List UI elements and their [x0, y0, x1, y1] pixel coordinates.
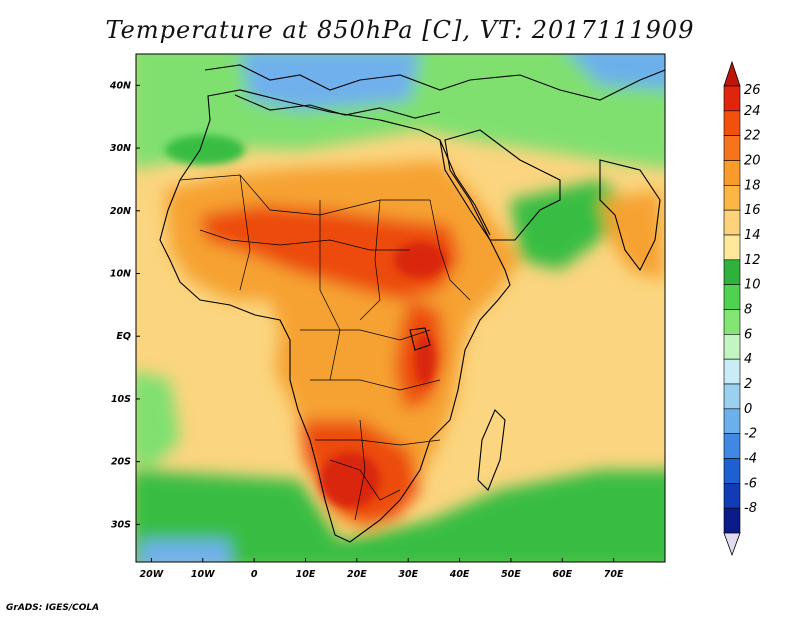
colorbar-label: 0: [744, 402, 752, 417]
colorbar-swatch: [723, 259, 741, 285]
x-tick-label: 70E: [604, 569, 624, 580]
x-tick-label: 10E: [296, 569, 316, 580]
colorbar-label: 2: [744, 377, 752, 392]
colorbar-swatch: [723, 483, 741, 509]
hot-spot-lakes: [415, 334, 435, 386]
colorbar-label: -8: [744, 501, 757, 516]
grads-credit: GrADS: IGES/COLA: [6, 603, 100, 613]
colorbar-label: 8: [744, 303, 752, 318]
colorbar-swatch: [723, 408, 741, 434]
south-ocean-green: [136, 470, 665, 562]
colorbar-swatch: [723, 358, 741, 385]
colorbar-label: 20: [744, 154, 761, 169]
colorbar-label: 10: [744, 278, 761, 293]
mediterranean-coastline: [234, 94, 441, 119]
colorbar-bottom-arrow: [723, 532, 741, 557]
arabia-coastline: [444, 129, 561, 241]
x-tick-label: 60E: [552, 569, 572, 580]
colorbar-label: 26: [744, 83, 761, 98]
europe-coastline: [204, 64, 665, 101]
colorbar-swatch: [723, 334, 741, 360]
colorbar-swatch: [723, 309, 741, 335]
colorbar-swatch: [723, 458, 741, 484]
colorbar-swatch: [723, 209, 741, 236]
y-tick-label: 30N: [110, 143, 131, 154]
x-tick-label: 30E: [398, 569, 418, 580]
colorbar-swatch: [723, 507, 741, 534]
lake-victoria-outline: [409, 327, 431, 351]
x-tick-label: 0: [251, 569, 258, 580]
colorbar-label: 12: [744, 253, 761, 268]
red-sea-coastline: [439, 139, 491, 236]
y-tick-label: EQ: [116, 331, 131, 342]
europe-cold-zone: [240, 54, 420, 110]
colorbar-label: 14: [744, 228, 761, 243]
x-axis: 20W 10W 0 10E 20E 30E 40E 50E 60E 70E: [140, 558, 624, 580]
colorbar-label: -6: [744, 476, 757, 491]
colorbar-top-arrow: [723, 60, 741, 87]
colorbar-label: 18: [744, 178, 761, 193]
chart-title: Temperature at 850hPa [C], VT: 201711190…: [105, 16, 695, 44]
india-warm-zone: [600, 190, 665, 280]
colorbar-swatch: [723, 135, 741, 161]
colorbar-label: 24: [744, 104, 761, 119]
colorbar-swatch: [723, 284, 741, 310]
colorbar-swatch: [723, 160, 741, 186]
colorbar-label: 22: [744, 129, 761, 144]
colorbar-label: -2: [744, 427, 757, 442]
x-tick-label: 50E: [501, 569, 521, 580]
africa-coastline: [159, 89, 511, 543]
y-tick-label: 20S: [111, 457, 131, 468]
map-frame: [135, 53, 666, 563]
southwest-cold-zone: [140, 540, 230, 562]
temperature-field: [136, 54, 665, 562]
sahel-hot-zone: [200, 205, 460, 300]
northeast-cold-zone: [569, 54, 665, 90]
y-tick-label: 10S: [111, 394, 131, 405]
colorbar-label: 16: [744, 203, 761, 218]
hot-spot-sudan: [394, 242, 446, 278]
cool-spot-atlas: [165, 135, 245, 165]
madagascar-coastline: [477, 409, 506, 491]
y-tick-label: 10N: [110, 269, 131, 280]
colorbar-label: -4: [744, 452, 757, 467]
hot-spot-kalahari: [320, 452, 380, 508]
india-coastline: [599, 159, 661, 272]
colorbar-label: 4: [744, 352, 752, 367]
x-tick-label: 40E: [449, 569, 470, 580]
y-tick-label: 30S: [111, 519, 131, 530]
country-borders: [179, 174, 471, 521]
y-axis: 40N 30N 20N 10N EQ 10S 20S 30S: [109, 80, 140, 530]
colorbar-swatch: [723, 433, 741, 459]
y-tick-label: 20N: [110, 206, 131, 217]
x-tick-label: 20W: [140, 569, 164, 580]
colorbar-label: 6: [744, 327, 752, 342]
colorbar-swatch: [723, 234, 741, 261]
colorbar-swatch: [723, 383, 741, 410]
x-tick-label: 10W: [191, 569, 215, 580]
colorbar-swatch: [723, 185, 741, 211]
coastlines: [159, 64, 665, 543]
y-tick-label: 40N: [109, 80, 131, 91]
x-tick-label: 20E: [347, 569, 367, 580]
west-atlantic-green: [136, 371, 180, 470]
colorbar-swatch: [723, 110, 741, 136]
colorbar-swatch: [723, 85, 741, 112]
